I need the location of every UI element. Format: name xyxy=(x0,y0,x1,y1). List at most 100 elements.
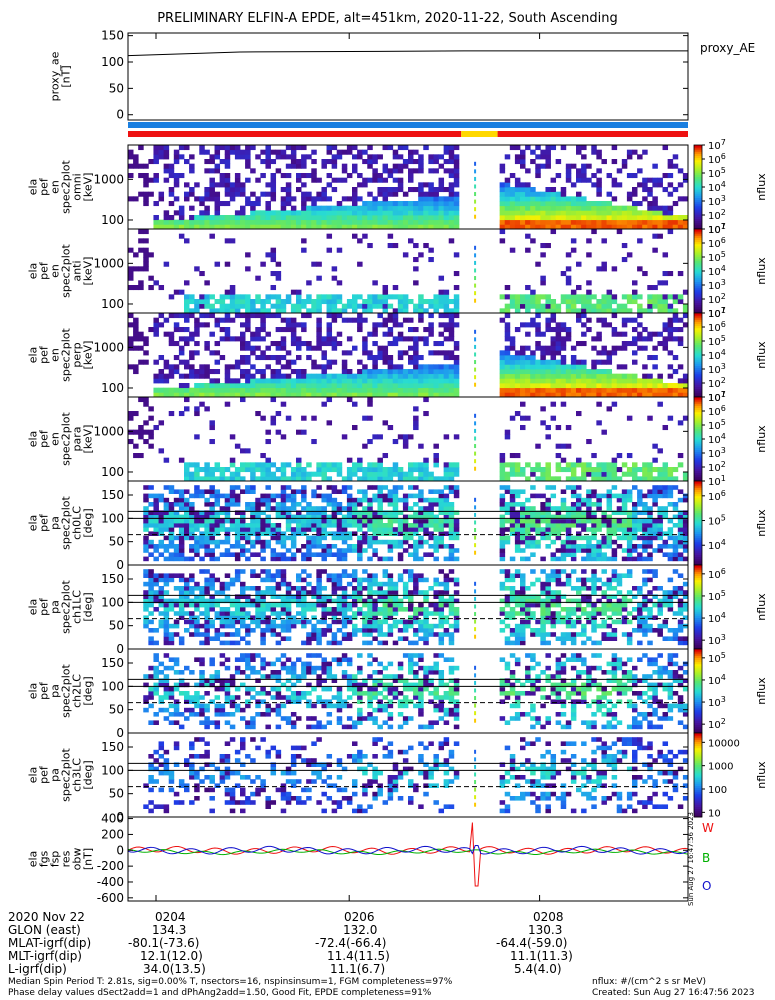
heatmap-cell xyxy=(652,196,658,202)
heatmap-cell xyxy=(352,168,358,174)
heatmap-cell xyxy=(540,355,546,361)
heatmap-cell xyxy=(372,322,378,328)
heatmap-cell xyxy=(367,177,373,183)
heatmap-cell xyxy=(530,485,536,490)
heatmap-cell xyxy=(158,594,165,599)
heatmap-cell xyxy=(245,485,251,490)
heatmap-cell xyxy=(606,350,613,356)
heatmap-cell xyxy=(148,594,154,599)
heatmap-cell xyxy=(219,467,226,473)
heatmap-cell xyxy=(234,502,241,507)
heatmap-cell xyxy=(245,602,251,608)
heatmap-cell xyxy=(616,453,623,459)
heatmap-cell xyxy=(316,594,322,599)
heatmap-cell xyxy=(311,523,317,528)
heatmap-cell xyxy=(178,535,185,541)
heatmap-cell xyxy=(153,594,159,599)
status-bar-segment xyxy=(461,131,498,137)
heatmap-cell xyxy=(530,149,536,155)
heatmap-cell xyxy=(204,615,210,620)
heatmap-cell xyxy=(316,577,322,583)
heatmap-cell xyxy=(326,462,333,468)
heatmap-cell xyxy=(652,497,658,503)
heatmap-cell xyxy=(408,462,414,468)
heatmap-cell xyxy=(545,159,551,165)
heatmap-cell xyxy=(525,224,531,230)
heatmap-cell xyxy=(550,369,557,375)
heatmap-cell xyxy=(642,336,648,342)
heatmap-cell xyxy=(606,462,613,468)
heatmap-cell xyxy=(214,493,221,499)
heatmap-cell xyxy=(397,210,404,216)
heatmap-cell xyxy=(234,215,241,221)
heatmap-cell xyxy=(265,159,271,165)
heatmap-cell xyxy=(377,556,383,562)
heatmap-cell xyxy=(214,556,221,562)
heatmap-cell xyxy=(423,219,429,225)
heatmap-cell xyxy=(184,471,190,477)
heatmap-cell xyxy=(189,535,195,541)
heatmap-cell xyxy=(438,224,445,230)
heatmap-cell xyxy=(550,364,557,370)
heatmap-cell xyxy=(555,373,562,379)
heatmap-cell xyxy=(672,502,679,507)
heatmap-cell xyxy=(448,196,455,202)
heatmap-cell xyxy=(219,510,226,515)
heatmap-cell xyxy=(504,383,511,389)
heatmap-cell xyxy=(153,523,159,528)
heatmap-cell xyxy=(647,303,653,309)
heatmap-cell xyxy=(184,611,190,616)
heatmap-cell xyxy=(316,602,322,608)
colorbar-pa0-cell xyxy=(694,554,702,558)
heatmap-cell xyxy=(509,247,516,253)
heatmap-cell xyxy=(367,299,373,305)
heatmap-cell xyxy=(382,289,389,295)
heatmap-cell xyxy=(428,514,434,520)
heatmap-cell xyxy=(306,392,312,398)
heatmap-cell xyxy=(270,177,277,183)
heatmap-cell xyxy=(128,154,134,160)
heatmap-cell xyxy=(306,518,312,524)
heatmap-cell xyxy=(453,378,460,384)
heatmap-cell xyxy=(128,271,134,277)
heatmap-cell xyxy=(535,467,541,473)
heatmap-cell xyxy=(184,590,190,595)
heatmap-cell xyxy=(606,467,613,473)
heatmap-cell xyxy=(184,308,190,314)
colorbar-en2-tick-label: 101 xyxy=(708,306,726,320)
heatmap-cell xyxy=(601,350,607,356)
heatmap-cell xyxy=(280,210,287,216)
heatmap-cell xyxy=(270,552,277,557)
heatmap-cell xyxy=(555,476,562,482)
heatmap-cell xyxy=(621,219,628,225)
heatmap-cell xyxy=(402,497,409,503)
heatmap-cell xyxy=(520,401,526,407)
colorbar-en3-cell xyxy=(694,369,702,373)
heatmap-cell xyxy=(219,619,226,625)
heatmap-cell xyxy=(280,387,287,393)
colorbar-en3-cell xyxy=(694,338,702,341)
heatmap-cell xyxy=(270,294,277,300)
ylabel-proxy_ae-line: proxy_ae xyxy=(49,51,62,101)
heatmap-cell xyxy=(275,531,282,536)
heatmap-cell xyxy=(514,187,521,193)
heatmap-cell xyxy=(616,182,623,188)
heatmap-cell xyxy=(204,607,210,612)
heatmap-cell xyxy=(275,387,282,393)
heatmap-cell xyxy=(280,493,287,499)
heatmap-cell xyxy=(326,548,333,553)
heatmap-cell xyxy=(255,518,261,524)
heatmap-cell xyxy=(474,253,477,258)
heatmap-cell xyxy=(240,602,246,608)
heatmap-cell xyxy=(565,163,572,169)
heatmap-cell xyxy=(632,462,638,468)
heatmap-cell xyxy=(448,299,455,305)
heatmap-cell xyxy=(357,535,363,541)
ylabel-pa0-line: ela xyxy=(27,515,40,532)
heatmap-cell xyxy=(448,476,455,482)
heatmap-cell xyxy=(331,518,338,524)
heatmap-cell xyxy=(402,378,409,384)
heatmap-cell xyxy=(382,539,389,545)
heatmap-cell xyxy=(382,523,389,528)
heatmap-cell xyxy=(178,359,185,365)
